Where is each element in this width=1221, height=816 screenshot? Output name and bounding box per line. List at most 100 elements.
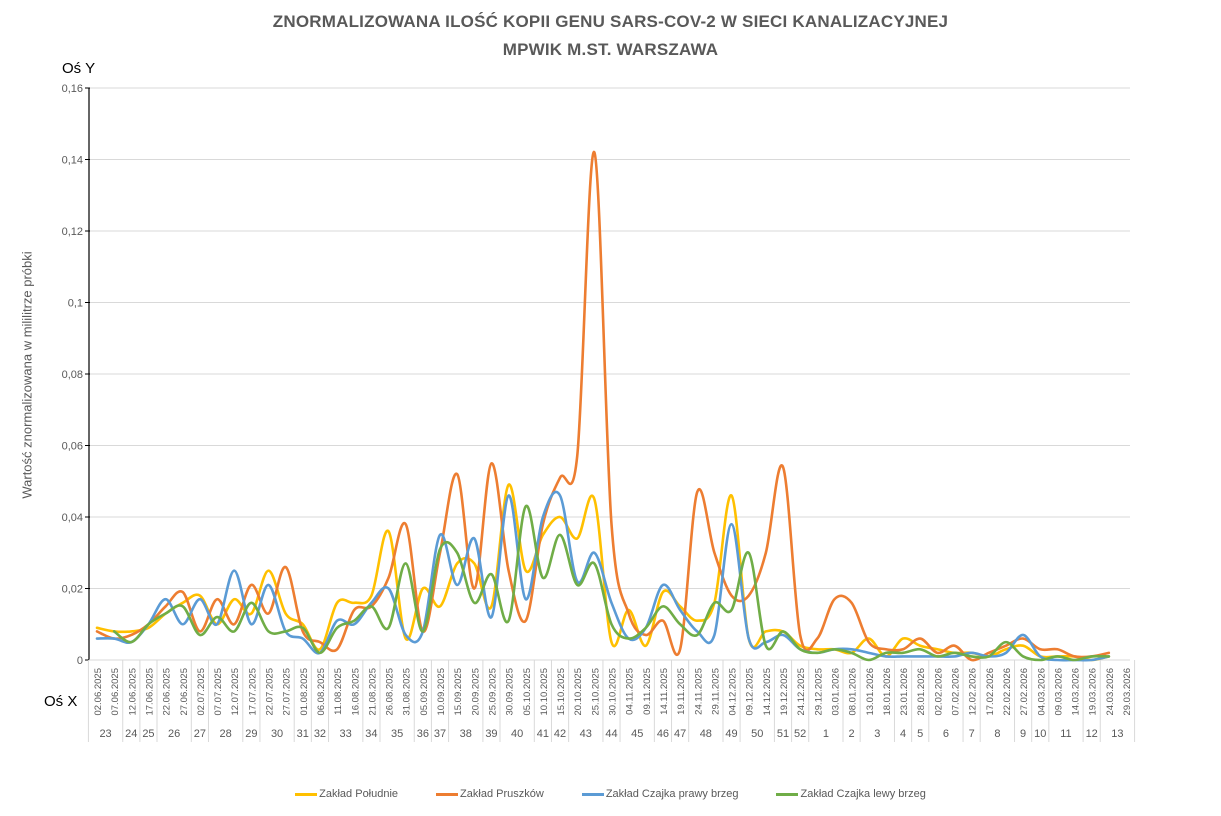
y-tick-label: 0,06	[62, 441, 83, 453]
x-date-label: 01.08.2025	[299, 668, 310, 716]
x-date-label: 22.02.2026	[1002, 668, 1013, 716]
x-date-label: 12.02.2026	[968, 668, 979, 716]
x-date-label: 07.07.2025	[213, 668, 224, 716]
x-date-label: 28.01.2026	[916, 668, 927, 716]
y-tick-label: 0,04	[62, 512, 83, 524]
legend-swatch-icon	[776, 792, 799, 796]
week-label: 25	[142, 728, 154, 740]
x-date-label: 10.09.2025	[436, 668, 447, 716]
x-date-label: 23.01.2026	[899, 668, 910, 716]
week-label: 12	[1086, 728, 1098, 740]
week-label: 47	[674, 728, 686, 740]
x-date-label: 15.09.2025	[453, 668, 464, 716]
x-date-label: 12.07.2025	[230, 668, 241, 716]
week-label: 36	[417, 728, 429, 740]
week-label: 50	[751, 728, 763, 740]
x-date-label: 25.09.2025	[487, 668, 498, 716]
week-label: 51	[777, 728, 789, 740]
legend-label: Zakład Czajka lewy brzeg	[800, 788, 926, 800]
week-label: 33	[340, 728, 352, 740]
x-date-label: 13.01.2026	[865, 668, 876, 716]
x-date-label: 02.07.2025	[196, 668, 207, 716]
x-date-label: 02.02.2026	[933, 668, 944, 716]
x-date-label: 27.07.2025	[282, 668, 293, 716]
x-date-label: 15.10.2025	[556, 668, 567, 716]
legend-label: Zakład Czajka prawy brzeg	[605, 788, 739, 800]
x-date-label: 12.06.2025	[127, 668, 138, 716]
y-axis-tag: Oś Y	[62, 60, 96, 77]
week-label: 29	[245, 728, 257, 740]
week-label: 41	[537, 728, 549, 740]
x-date-label: 21.08.2025	[367, 668, 378, 716]
x-date-label: 18.01.2026	[882, 668, 893, 716]
x-date-label: 30.10.2025	[608, 668, 619, 716]
week-label: 2	[849, 728, 855, 740]
x-date-label: 05.10.2025	[522, 668, 533, 716]
x-date-label: 19.03.2026	[1088, 668, 1099, 716]
x-date-label: 16.08.2025	[350, 668, 361, 716]
week-label: 38	[460, 728, 472, 740]
x-date-label: 09.03.2026	[1053, 668, 1064, 716]
chart-title-line1: ZNORMALIZOWANA ILOŚĆ KOPII GENU SARS-COV…	[272, 12, 949, 31]
week-label: 37	[434, 728, 446, 740]
x-date-label: 17.07.2025	[247, 668, 258, 716]
chart-title-line2: MPWIK M.ST. WARSZAWA	[502, 40, 719, 59]
week-label: 42	[554, 728, 566, 740]
x-date-label: 20.10.2025	[573, 668, 584, 716]
week-label: 32	[314, 728, 326, 740]
week-label: 11	[1060, 728, 1071, 740]
week-label: 6	[943, 728, 949, 740]
legend-item[interactable]: Zakład Pruszków	[436, 788, 544, 800]
week-label: 27	[194, 728, 206, 740]
x-date-label: 03.01.2026	[830, 668, 841, 716]
series-line	[95, 151, 1111, 662]
legend-swatch-icon	[581, 792, 604, 796]
x-date-label: 22.07.2025	[265, 668, 276, 716]
x-date-label: 07.06.2025	[110, 668, 121, 716]
legend-item[interactable]: Zakład Czajka lewy brzeg	[776, 788, 926, 800]
x-date-label: 27.06.2025	[179, 668, 190, 716]
week-label: 45	[631, 728, 643, 740]
week-label: 35	[391, 728, 403, 740]
x-date-label: 11.08.2025	[333, 668, 344, 715]
x-date-label: 26.08.2025	[385, 668, 396, 716]
week-label: 3	[874, 728, 880, 740]
week-label: 44	[605, 728, 617, 740]
series-line	[112, 504, 1111, 662]
y-tick-label: 0,02	[62, 584, 83, 596]
x-date-label: 17.06.2025	[144, 668, 155, 716]
y-tick-label: 0,16	[62, 83, 83, 95]
y-tick-label: 0,08	[62, 369, 83, 381]
week-label: 39	[485, 728, 497, 740]
week-label: 5	[917, 728, 923, 740]
x-date-label: 27.02.2026	[1019, 668, 1030, 716]
week-label: 23	[99, 728, 111, 740]
x-date-label: 30.09.2025	[505, 668, 516, 716]
week-label: 46	[657, 728, 669, 740]
week-label: 31	[297, 728, 309, 740]
x-date-label: 14.12.2025	[762, 668, 773, 716]
legend-swatch-icon	[436, 792, 459, 796]
x-date-label: 29.03.2026	[1122, 668, 1133, 716]
x-date-label: 07.02.2026	[951, 668, 962, 716]
x-date-label: 10.10.2025	[539, 668, 550, 716]
week-label: 28	[220, 728, 232, 740]
x-date-label: 02.06.2025	[93, 668, 104, 716]
x-date-label: 19.12.2025	[779, 668, 790, 716]
x-date-label: 08.01.2026	[848, 668, 859, 716]
x-date-label: 04.03.2026	[1036, 668, 1047, 716]
x-axis-tag: Oś X	[44, 693, 78, 710]
y-tick-label: 0,1	[68, 298, 83, 310]
chart-legend: Zakład Południe Zakład Pruszków Zakład Cza…	[0, 788, 1221, 800]
legend-swatch-icon	[295, 792, 318, 796]
legend-item[interactable]: Zakład Południe	[295, 788, 398, 800]
x-date-label: 09.11.2025	[642, 668, 653, 715]
legend-item[interactable]: Zakład Czajka prawy brzeg	[581, 788, 739, 800]
x-date-label: 05.09.2025	[419, 668, 430, 716]
week-label: 1	[823, 728, 829, 740]
x-date-label: 14.11.2025	[659, 668, 670, 715]
week-label: 9	[1020, 728, 1026, 740]
x-date-label: 14.03.2026	[1071, 668, 1082, 716]
week-label: 26	[168, 728, 180, 740]
